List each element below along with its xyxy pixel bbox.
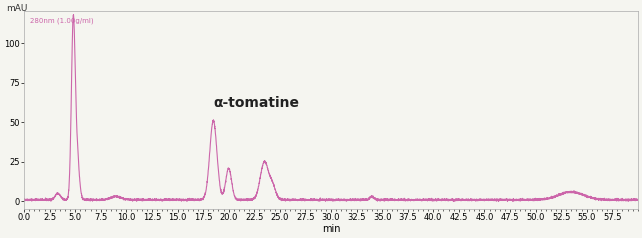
Text: mAU: mAU xyxy=(6,4,27,13)
Text: α-tomatine: α-tomatine xyxy=(213,96,299,109)
Text: 280nm (1.00g/ml): 280nm (1.00g/ml) xyxy=(30,17,94,24)
X-axis label: min: min xyxy=(322,224,340,234)
